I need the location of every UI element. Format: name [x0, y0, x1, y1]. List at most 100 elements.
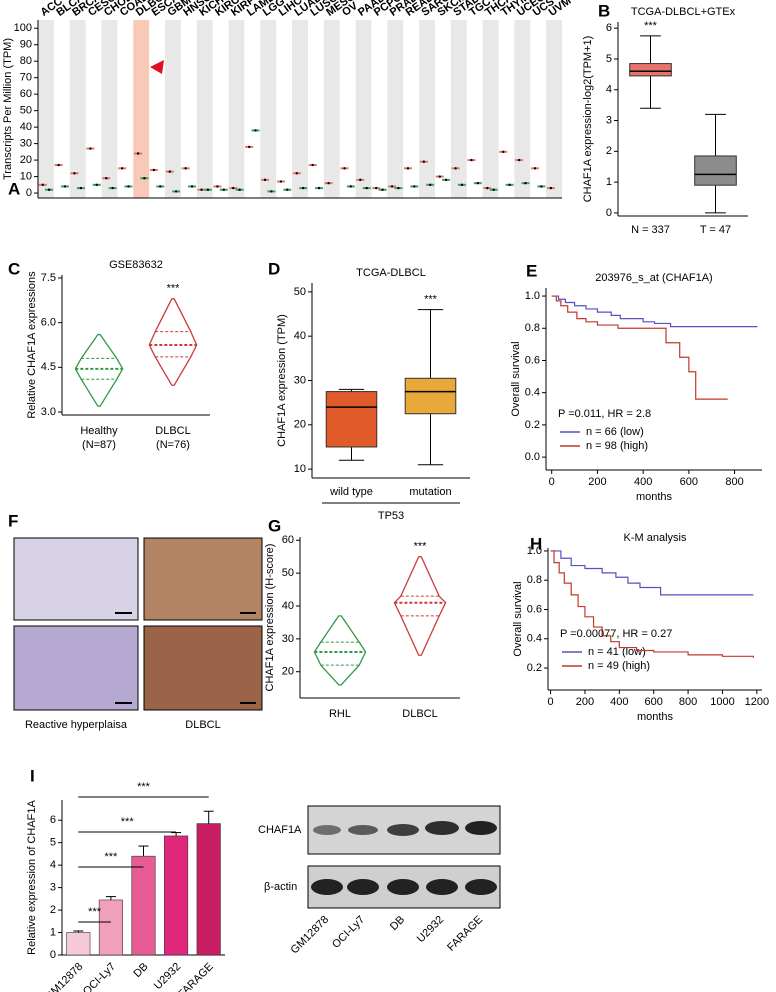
band [387, 824, 419, 836]
median-dot [429, 183, 432, 187]
y-tick-label: 0.2 [527, 662, 542, 674]
median-dot [232, 186, 235, 190]
median-dot [359, 178, 362, 182]
column-shade [69, 20, 86, 198]
x-tick-label: 600 [680, 476, 698, 488]
survival-curve [550, 550, 754, 596]
y-tick-label: 4 [606, 84, 612, 96]
panel: 20 30 40 50 60 CHAF1A expression (H-score) RHL… [264, 534, 460, 720]
y-tick-label: 30 [294, 374, 306, 386]
y-axis-label: Relative expression of CHAF1A [26, 800, 38, 955]
blot-row-label: β-actin [264, 881, 297, 893]
median-dot [152, 168, 156, 172]
lane-label: DB [388, 914, 407, 933]
category-label: DLBCL [155, 425, 190, 437]
category-label: DLBCL [402, 708, 437, 720]
bar [98, 899, 123, 956]
bar [196, 823, 221, 956]
category-label: FARAGE [176, 961, 216, 992]
y-tick-label: 3 [50, 882, 56, 894]
median-dot [184, 167, 187, 170]
panel: 0.2 0.4 0.6 0.8 1.0 0 200 400 600 800 1000 1200 Over… [512, 532, 769, 723]
y-tick-label: 7.5 [41, 272, 56, 284]
significance: *** [644, 20, 658, 32]
lane-label: GM12878 [289, 914, 332, 957]
y-tick-label: 0.8 [527, 574, 542, 586]
median-dot [190, 185, 194, 188]
y-tick-label: 4 [50, 859, 56, 871]
x-axis-label: months [637, 711, 674, 723]
y-tick-label: 20 [282, 666, 294, 678]
median-dot [422, 160, 426, 163]
median-dot [63, 185, 67, 188]
x-axis-label: TP53 [378, 510, 404, 522]
median-dot [238, 188, 241, 191]
median-dot [540, 185, 543, 188]
median-dot [390, 185, 394, 188]
bar [164, 835, 189, 956]
band [465, 821, 497, 835]
median-dot [270, 190, 273, 193]
y-tick-label: 6 [606, 22, 612, 34]
y-tick-label: 10 [20, 170, 32, 182]
median-dot [492, 188, 495, 191]
panel: 10 20 30 40 50 CHAF1A expression (TPM) TCGA-DL… [276, 267, 470, 522]
significance: *** [167, 283, 181, 295]
column-shade [292, 20, 308, 198]
median-dot [533, 167, 537, 170]
x-tick-label: 0 [549, 476, 555, 488]
column-shade [419, 20, 435, 198]
column-shade [260, 20, 277, 198]
image-dlbcl-high [143, 625, 263, 711]
median-dot [279, 180, 283, 183]
y-tick-label: 5 [606, 53, 612, 65]
y-tick-label: 100 [14, 22, 32, 34]
significance: *** [137, 781, 151, 793]
median-dot [295, 172, 299, 175]
column-shade [387, 20, 404, 198]
panel-letter: C [8, 259, 20, 278]
category-note: (N=87) [82, 439, 116, 451]
median-dot [460, 183, 464, 187]
y-tick-label: 3.0 [41, 406, 56, 418]
y-tick-label: 0.2 [525, 419, 540, 431]
panel-letter: H [530, 534, 542, 553]
band [347, 879, 379, 895]
y-axis-label: Relative CHAF1A expressions [26, 271, 38, 419]
median-dot [524, 181, 527, 185]
panel: 0 1 2 3 4 5 6 Relative expression of CHAF1A GM12… [26, 781, 225, 992]
y-axis-label: CHAF1A expression (H-score) [264, 544, 276, 692]
median-dot [57, 163, 60, 167]
panel-letter: G [268, 516, 281, 535]
median-dot [438, 175, 441, 178]
legend-label: n = 49 (high) [588, 660, 650, 672]
x-tick-label: 600 [645, 696, 663, 708]
median-dot [174, 190, 178, 193]
image-label: Reactive hyperplaisa [25, 719, 128, 731]
survival-curve [551, 295, 728, 400]
median-dot [286, 188, 289, 191]
median-dot [105, 177, 108, 180]
y-tick-label: 0 [26, 187, 32, 199]
median-dot [317, 186, 321, 190]
violin [74, 333, 124, 407]
column-shade [546, 20, 562, 198]
median-dot [349, 185, 353, 188]
median-dot [168, 170, 171, 173]
image-rhl-low [13, 537, 139, 621]
x-tick-label: 400 [610, 696, 628, 708]
chart-title: TCGA-DLBCL [356, 267, 426, 279]
y-tick-label: 6.0 [41, 317, 56, 329]
column-shade [355, 20, 372, 198]
y-tick-label: 40 [20, 121, 32, 133]
median-dot [476, 181, 480, 185]
median-dot [397, 186, 400, 190]
significance: *** [121, 816, 135, 828]
median-dot [95, 183, 98, 187]
category-label: DB [131, 961, 150, 980]
box [694, 155, 737, 186]
median-dot [454, 167, 457, 170]
y-tick-label: 6 [50, 814, 56, 826]
y-tick-label: 4.5 [41, 361, 56, 373]
